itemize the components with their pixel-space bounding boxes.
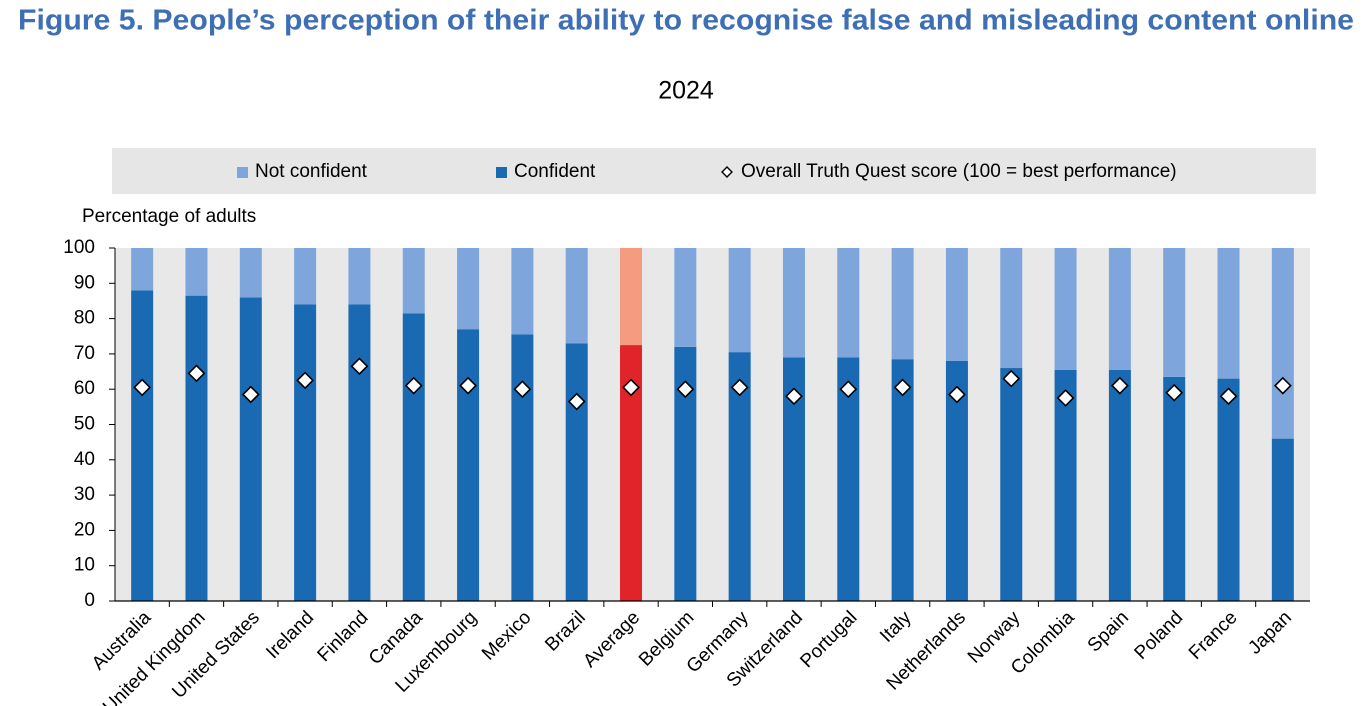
bar-segment bbox=[674, 346, 697, 601]
y-tick-label: 50 bbox=[74, 414, 95, 435]
bar-segment bbox=[1000, 248, 1023, 369]
bar-segment bbox=[1163, 248, 1186, 377]
x-tick-label: Poland bbox=[1131, 607, 1188, 664]
bar-segment bbox=[511, 248, 534, 335]
bar-segment bbox=[511, 334, 534, 601]
score-marker bbox=[296, 371, 315, 390]
score-marker bbox=[350, 357, 369, 376]
x-tick-label: Ireland bbox=[262, 607, 318, 663]
bar-segment bbox=[782, 248, 805, 358]
bar-segment bbox=[782, 357, 805, 601]
score-marker bbox=[1002, 369, 1021, 388]
x-tick-label: Average bbox=[579, 607, 644, 672]
chart-subtitle: 2024 bbox=[658, 77, 714, 105]
x-tick-label: Spain bbox=[1084, 607, 1133, 656]
y-tick-label: 30 bbox=[74, 484, 95, 505]
y-tick-label: 10 bbox=[74, 555, 95, 576]
bar-segment bbox=[1054, 248, 1077, 370]
bar-segment bbox=[674, 248, 697, 347]
bar-segment bbox=[565, 343, 588, 601]
score-marker bbox=[1165, 383, 1184, 402]
bar-segment bbox=[728, 248, 751, 353]
score-marker bbox=[948, 385, 966, 404]
y-tick-label: 90 bbox=[74, 272, 95, 293]
y-tick-label: 40 bbox=[74, 449, 95, 470]
score-marker bbox=[893, 378, 912, 397]
bar-segment bbox=[457, 248, 480, 330]
x-tick-label: Mexico bbox=[478, 607, 535, 664]
bar-segment bbox=[565, 248, 588, 344]
bar-segment bbox=[239, 248, 262, 298]
bar-segment bbox=[891, 248, 914, 360]
y-tick-label: 60 bbox=[74, 378, 95, 399]
score-marker bbox=[622, 378, 640, 397]
score-marker bbox=[1056, 389, 1075, 407]
y-tick-label: 80 bbox=[74, 308, 95, 329]
y-axis-label: Percentage of adults bbox=[82, 206, 256, 227]
bar-segment bbox=[1108, 248, 1131, 370]
bar-segment bbox=[131, 248, 154, 291]
bar-segment bbox=[402, 248, 425, 314]
bar-segment bbox=[1108, 369, 1131, 601]
bar-segment bbox=[891, 359, 914, 601]
bar-segment bbox=[1000, 368, 1023, 601]
score-marker bbox=[513, 380, 532, 399]
score-marker bbox=[1110, 376, 1129, 395]
y-tick-label: 20 bbox=[74, 519, 95, 540]
score-marker bbox=[1273, 376, 1292, 395]
bar-segment bbox=[294, 248, 317, 305]
score-marker bbox=[187, 364, 206, 383]
bar-segment bbox=[402, 313, 425, 601]
x-tick-label: Portugal bbox=[796, 607, 861, 672]
bar-segment bbox=[185, 295, 208, 601]
legend-label: Confident bbox=[514, 161, 596, 182]
bar-segment bbox=[1217, 378, 1240, 601]
legend-box bbox=[112, 148, 1316, 194]
bar-segment bbox=[945, 248, 968, 361]
bar-segment bbox=[1271, 438, 1294, 601]
legend-label: Overall Truth Quest score (100 = best pe… bbox=[741, 161, 1177, 182]
score-marker bbox=[676, 380, 695, 399]
bar-segment bbox=[185, 248, 208, 296]
x-tick-label: Brazil bbox=[541, 607, 589, 655]
chart-title: Figure 5. People’s perception of their a… bbox=[18, 5, 1354, 37]
score-marker bbox=[839, 380, 858, 399]
y-tick-label: 100 bbox=[63, 237, 95, 258]
bar-segment bbox=[620, 248, 643, 346]
bar-segment bbox=[457, 329, 480, 601]
bar-segment bbox=[1163, 376, 1186, 601]
score-marker bbox=[241, 385, 260, 404]
score-marker bbox=[1219, 387, 1238, 406]
bar-segment bbox=[348, 304, 371, 601]
legend-swatch bbox=[496, 167, 507, 178]
bar-segment bbox=[837, 357, 860, 601]
bar-segment bbox=[294, 304, 317, 601]
bar-segment bbox=[1054, 369, 1077, 601]
bar-segment bbox=[728, 352, 751, 601]
score-marker bbox=[567, 392, 586, 411]
bar-segment bbox=[620, 345, 643, 601]
bar-segment bbox=[1217, 248, 1240, 379]
x-tick-label: France bbox=[1185, 607, 1242, 664]
bar-segment bbox=[131, 290, 154, 601]
score-marker bbox=[133, 378, 152, 397]
score-marker bbox=[785, 387, 803, 406]
bar-segment bbox=[239, 297, 262, 601]
bar-segment bbox=[837, 248, 860, 358]
y-tick-label: 70 bbox=[74, 343, 95, 364]
score-marker bbox=[459, 376, 477, 395]
score-marker bbox=[730, 378, 749, 397]
bar-segment bbox=[348, 248, 371, 305]
y-tick-label: 0 bbox=[84, 590, 95, 611]
x-tick-label: Japan bbox=[1244, 607, 1295, 658]
legend-marker bbox=[721, 166, 733, 178]
bar-segment bbox=[1271, 248, 1294, 439]
score-marker bbox=[404, 376, 423, 395]
x-tick-label: Italy bbox=[876, 607, 916, 647]
legend-swatch bbox=[237, 167, 248, 178]
legend-label: Not confident bbox=[255, 161, 368, 182]
bar-segment bbox=[945, 360, 968, 601]
x-tick-label: Finland bbox=[314, 607, 373, 666]
